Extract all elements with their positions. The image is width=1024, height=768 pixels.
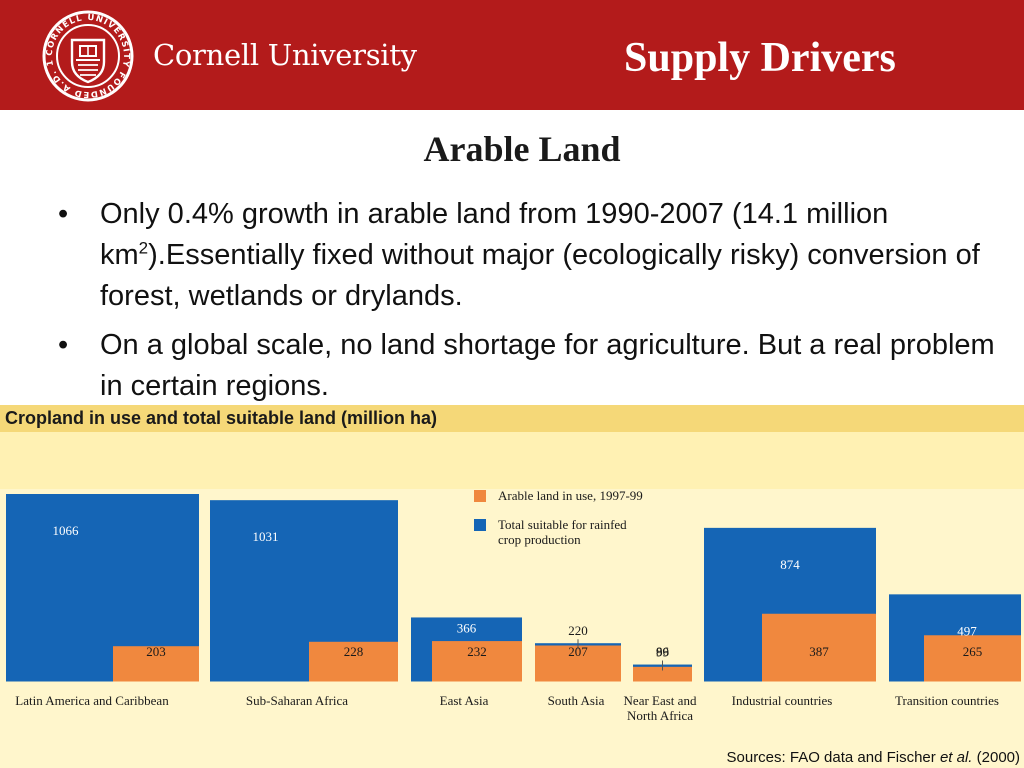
bullet-text-1a: Only 0.4% growth in arable land from 199… (100, 198, 889, 271)
bar-arable-in-use (633, 666, 692, 682)
bar-arable-in-use (762, 613, 876, 682)
section-title: Supply Drivers (624, 35, 896, 81)
chart-panel-band (0, 432, 1024, 489)
data-label-total: 220 (568, 623, 588, 638)
cornell-seal-icon: CORNELL UNIVERSITY FOUNDED A.D. 1865 (42, 10, 134, 102)
source-italic: et al. (939, 749, 973, 766)
chart-panel: Cropland in use and total suitable land … (0, 405, 1024, 768)
category-label: Industrial countries (732, 693, 833, 708)
category-label: Sub-Saharan Africa (246, 693, 348, 708)
data-label-in-use: 232 (467, 644, 487, 659)
category-label: East Asia (440, 693, 489, 708)
data-label-total: 366 (457, 620, 477, 635)
bar-arable-in-use (924, 635, 1021, 682)
category-label: Latin America and Caribbean (15, 693, 169, 708)
bullet-list: • Only 0.4% growth in arable land from 1… (56, 194, 996, 415)
data-label-total: 874 (780, 557, 800, 572)
bullet-dot-icon: • (58, 198, 69, 230)
bullet-text-2: On a global scale, no land shortage for … (100, 329, 995, 402)
chart-title: Cropland in use and total suitable land … (5, 408, 438, 428)
legend-swatch-total (474, 519, 486, 531)
data-label-total: 99 (656, 645, 669, 660)
data-label-in-use: 86 (656, 644, 670, 659)
slide-title: Arable Land (0, 128, 1024, 170)
slide-title-text: Arable Land (423, 129, 621, 169)
bullet-text-1b: ).Essentially fixed without major (ecolo… (100, 239, 980, 312)
legend-label-total: Total suitable for rainfed (498, 517, 627, 532)
category-label: South Asia (548, 693, 605, 708)
header-bar: CORNELL UNIVERSITY FOUNDED A.D. 1865 Cor… (0, 0, 1024, 110)
data-label-total: 1066 (53, 523, 80, 538)
source-suffix: (2000) (972, 749, 1020, 766)
category-label: Near East and (624, 693, 697, 708)
chart-source: Sources: FAO data and Fischer et al. (20… (727, 749, 1021, 766)
data-label-in-use: 228 (344, 644, 364, 659)
data-label-in-use: 387 (809, 644, 829, 659)
bar-chart: 1066 203 Latin America and Caribbean 1031 22… (0, 488, 1024, 723)
bar-arable-in-use (309, 641, 398, 682)
data-label-total: 497 (957, 623, 977, 638)
legend-swatch-in-use (474, 490, 486, 502)
data-label-in-use: 265 (963, 644, 983, 659)
chart-panel-header: Cropland in use and total suitable land … (0, 405, 1024, 432)
data-label-total: 1031 (253, 529, 279, 544)
bullet-item: • On a global scale, no land shortage fo… (56, 325, 996, 407)
data-label-in-use: 203 (146, 644, 166, 659)
bullet-item: • Only 0.4% growth in arable land from 1… (56, 194, 996, 317)
bar-arable-in-use (113, 646, 199, 682)
legend-label-in-use: Arable land in use, 1997-99 (498, 488, 643, 503)
category-label: Transition countries (895, 693, 999, 708)
university-name: Cornell University (153, 38, 417, 72)
data-label-in-use: 207 (568, 644, 588, 659)
category-label: North Africa (627, 708, 693, 723)
bar-arable-in-use (432, 641, 522, 682)
bullet-dot-icon: • (58, 329, 69, 361)
source-prefix: Sources: FAO data and Fischer (726, 749, 940, 766)
bullet-superscript: 2 (138, 238, 149, 258)
legend-label-total-line2: crop production (498, 532, 581, 547)
bar-arable-in-use (535, 645, 621, 682)
